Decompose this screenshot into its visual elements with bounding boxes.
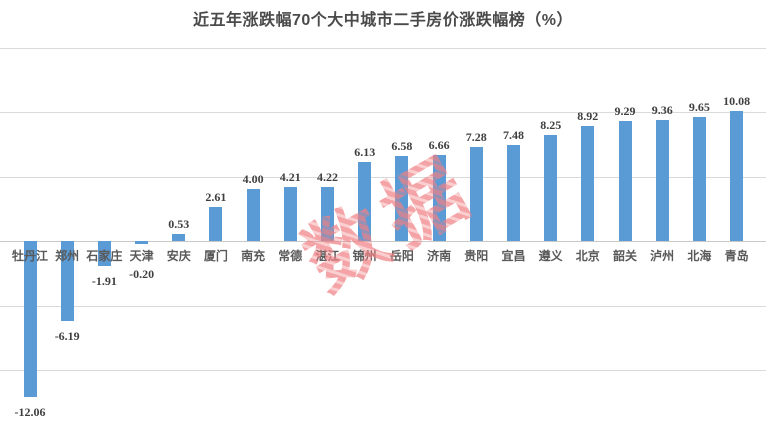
value-label: 8.92 xyxy=(577,108,599,123)
bar-宜昌 xyxy=(507,144,520,241)
category-label: 贵阳 xyxy=(464,249,489,263)
value-label: 8.25 xyxy=(540,117,562,132)
gridline xyxy=(0,305,766,307)
bar-南充 xyxy=(246,189,260,241)
category-label: 韶关 xyxy=(612,249,637,263)
category-label: 遵义 xyxy=(538,249,563,263)
bar-常德 xyxy=(283,186,297,241)
bar-遵义 xyxy=(544,134,558,241)
bar-泸州 xyxy=(655,120,669,241)
category-label: 常德 xyxy=(278,249,303,263)
bar-济南 xyxy=(432,155,446,241)
category-label: 泸州 xyxy=(650,249,675,263)
category-label: 青岛 xyxy=(724,249,749,263)
value-label: 10.08 xyxy=(723,94,751,108)
bar-锦州 xyxy=(358,161,372,241)
value-label: 7.48 xyxy=(503,127,524,142)
bar-安庆 xyxy=(172,234,186,241)
category-label: 天津 xyxy=(129,249,154,263)
bar-贵阳 xyxy=(469,147,483,241)
bar-石家庄 xyxy=(97,241,111,266)
value-label: 6.66 xyxy=(428,138,450,153)
value-label: -6.19 xyxy=(54,328,80,343)
value-label: 4.00 xyxy=(242,172,264,187)
value-label: -0.20 xyxy=(129,267,155,281)
value-label: 7.28 xyxy=(465,130,487,145)
category-label: 锦州 xyxy=(352,249,377,263)
bar-郑州 xyxy=(60,241,74,321)
x-axis-line xyxy=(0,241,766,242)
category-label: 北海 xyxy=(687,249,712,263)
value-label: 9.65 xyxy=(688,99,710,114)
value-label: 6.58 xyxy=(391,139,413,154)
category-label: 湛江 xyxy=(315,249,340,263)
category-label: 石家庄 xyxy=(86,249,123,263)
bar-湛江 xyxy=(321,186,334,241)
bar-岳阳 xyxy=(395,156,409,241)
category-label: 郑州 xyxy=(55,249,80,263)
category-label: 厦门 xyxy=(203,249,228,263)
value-label: 0.53 xyxy=(168,217,190,232)
bar-北京 xyxy=(581,125,595,241)
value-label: 4.22 xyxy=(317,169,338,184)
gridline xyxy=(0,176,766,178)
bar-青岛 xyxy=(730,111,744,241)
value-label: 6.13 xyxy=(354,144,376,159)
gridline xyxy=(0,370,766,371)
category-label: 岳阳 xyxy=(389,249,414,263)
bar-厦门 xyxy=(209,207,223,241)
value-label: -1.91 xyxy=(91,273,117,288)
bar-北海 xyxy=(692,116,706,241)
bar-天津 xyxy=(135,241,149,244)
value-label: 2.61 xyxy=(205,190,227,205)
category-label: 安庆 xyxy=(166,249,191,263)
value-label: -12.06 xyxy=(14,404,46,419)
bar-韶关 xyxy=(618,121,632,241)
bar-牡丹江 xyxy=(23,241,37,397)
gridline xyxy=(0,112,766,113)
category-label: 宜昌 xyxy=(501,249,526,263)
category-label: 北京 xyxy=(575,249,600,263)
value-label: 9.36 xyxy=(651,103,673,118)
category-label: 牡丹江 xyxy=(11,249,48,263)
gridline xyxy=(0,47,766,49)
value-label: 9.29 xyxy=(614,104,636,119)
category-label: 南充 xyxy=(241,249,266,263)
category-label: 济南 xyxy=(427,249,452,263)
chart-title: 近五年涨跌幅70个大中城市二手房价涨跌幅榜（%） xyxy=(192,12,574,29)
value-label: 4.21 xyxy=(279,169,301,184)
